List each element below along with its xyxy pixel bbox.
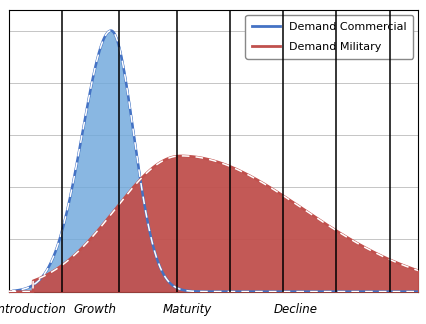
Text: Growth: Growth [73,303,116,316]
Text: Maturity: Maturity [162,303,211,316]
Text: Introduction: Introduction [0,303,67,316]
Text: Decline: Decline [273,303,317,316]
Legend: Demand Commercial, Demand Military: Demand Commercial, Demand Military [245,15,412,59]
